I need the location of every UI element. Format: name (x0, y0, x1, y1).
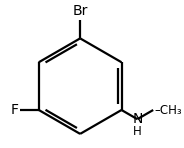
Text: F: F (11, 103, 19, 117)
Text: N: N (132, 112, 143, 126)
Text: H: H (133, 125, 142, 138)
Text: Br: Br (72, 4, 88, 18)
Text: –CH₃: –CH₃ (154, 103, 182, 116)
